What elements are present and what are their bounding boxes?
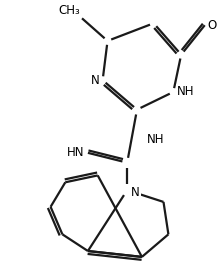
- Text: CH₃: CH₃: [58, 4, 80, 17]
- Text: N: N: [91, 74, 100, 87]
- Text: HN: HN: [66, 146, 84, 159]
- Text: NH: NH: [147, 133, 164, 145]
- Text: NH: NH: [177, 85, 195, 98]
- Text: O: O: [208, 19, 217, 32]
- Text: N: N: [131, 185, 140, 199]
